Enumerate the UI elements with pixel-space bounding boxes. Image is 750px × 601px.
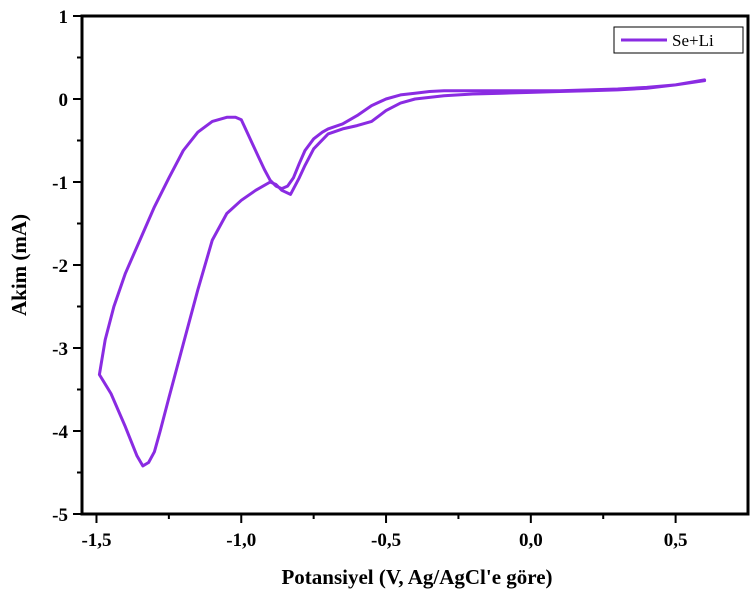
y-tick-label: 1	[59, 7, 69, 28]
series-line-0	[97, 78, 707, 468]
y-tick-label: 0	[59, 90, 69, 111]
y-tick-label: -1	[52, 173, 68, 194]
x-axis-ticks: -1,5 -1,0 -0,5 0,0 0,5	[81, 514, 687, 551]
y-tick-label: -3	[52, 339, 68, 360]
y-axis-ticks: -5 -4 -3 -2 -1 0 1	[52, 7, 82, 526]
legend-label-se-li: Se+Li	[672, 31, 714, 50]
x-tick-label: 0,5	[664, 530, 688, 551]
x-axis-title: Potansiyel (V, Ag/AgCl'e göre)	[281, 565, 552, 589]
y-tick-label: -5	[52, 505, 68, 526]
x-tick-label: -1,0	[226, 530, 256, 551]
x-tick-label: -0,5	[371, 530, 401, 551]
x-tick-label: 0,0	[519, 530, 543, 551]
y-axis-title: Akim (mA)	[7, 214, 31, 316]
legend: Se+Li	[613, 26, 744, 54]
plot-series-group	[97, 78, 707, 468]
plot-frame	[80, 14, 750, 516]
y-tick-label: -2	[52, 256, 68, 277]
y-tick-label: -4	[52, 422, 68, 443]
x-tick-label: -1,5	[81, 530, 111, 551]
